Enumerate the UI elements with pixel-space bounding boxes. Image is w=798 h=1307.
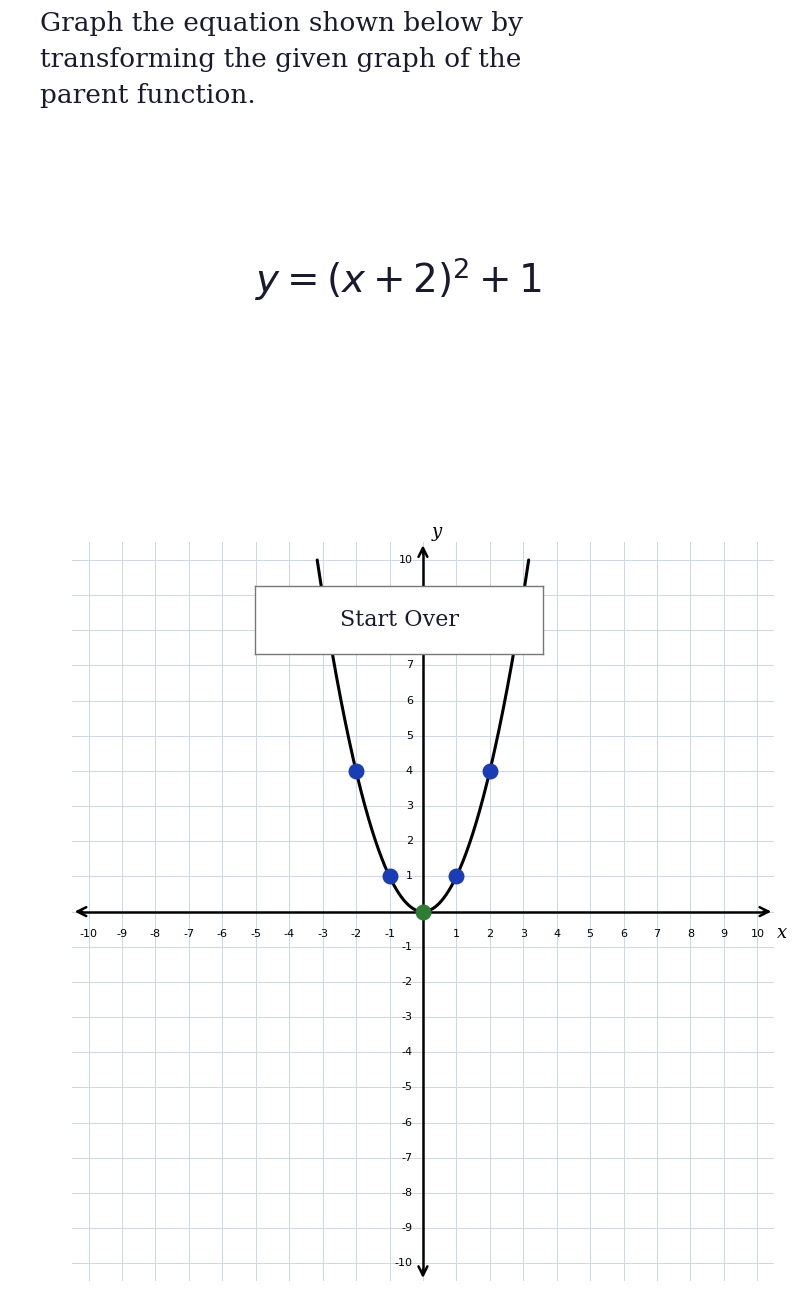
Text: -10: -10	[395, 1259, 413, 1268]
Text: 8: 8	[405, 625, 413, 635]
Text: 7: 7	[405, 660, 413, 670]
Text: 3: 3	[519, 929, 527, 940]
Text: 10: 10	[399, 555, 413, 565]
Text: Graph the equation shown below by
transforming the given graph of the
parent fun: Graph the equation shown below by transf…	[40, 10, 523, 107]
Text: -4: -4	[401, 1047, 413, 1057]
Text: -1: -1	[384, 929, 395, 940]
Text: -3: -3	[317, 929, 328, 940]
Point	[517, 584, 530, 605]
Point	[417, 902, 429, 923]
Text: 4: 4	[553, 929, 560, 940]
Text: 4: 4	[405, 766, 413, 776]
Point	[484, 761, 496, 782]
Text: 10: 10	[750, 929, 764, 940]
Text: -5: -5	[251, 929, 261, 940]
Text: -10: -10	[80, 929, 97, 940]
Text: -6: -6	[217, 929, 227, 940]
Text: -4: -4	[283, 929, 294, 940]
Text: -9: -9	[117, 929, 128, 940]
Text: 6: 6	[620, 929, 627, 940]
Text: -2: -2	[401, 976, 413, 987]
Point	[383, 867, 396, 887]
Text: -1: -1	[402, 942, 413, 951]
Text: -2: -2	[350, 929, 361, 940]
Text: x: x	[777, 924, 788, 942]
Text: -8: -8	[401, 1188, 413, 1199]
Text: -7: -7	[401, 1153, 413, 1163]
Text: -8: -8	[150, 929, 161, 940]
Text: 3: 3	[406, 801, 413, 812]
Text: 5: 5	[587, 929, 594, 940]
Text: -6: -6	[402, 1117, 413, 1128]
Text: 1: 1	[453, 929, 460, 940]
Text: -9: -9	[401, 1223, 413, 1233]
Text: -7: -7	[184, 929, 195, 940]
Text: 5: 5	[406, 731, 413, 741]
Text: 8: 8	[687, 929, 694, 940]
Text: y: y	[431, 523, 441, 541]
Text: -3: -3	[402, 1012, 413, 1022]
Point	[316, 584, 329, 605]
Text: 2: 2	[486, 929, 493, 940]
Point	[450, 867, 463, 887]
Text: 1: 1	[406, 872, 413, 881]
Text: 6: 6	[406, 695, 413, 706]
Text: -5: -5	[402, 1082, 413, 1093]
Text: Start Over: Start Over	[339, 609, 459, 630]
Text: 2: 2	[405, 836, 413, 847]
Text: 9: 9	[721, 929, 728, 940]
Text: 7: 7	[654, 929, 661, 940]
Text: $y = (x + 2)^2 + 1$: $y = (x + 2)^2 + 1$	[255, 255, 543, 302]
Text: 9: 9	[405, 591, 413, 600]
Point	[350, 761, 362, 782]
